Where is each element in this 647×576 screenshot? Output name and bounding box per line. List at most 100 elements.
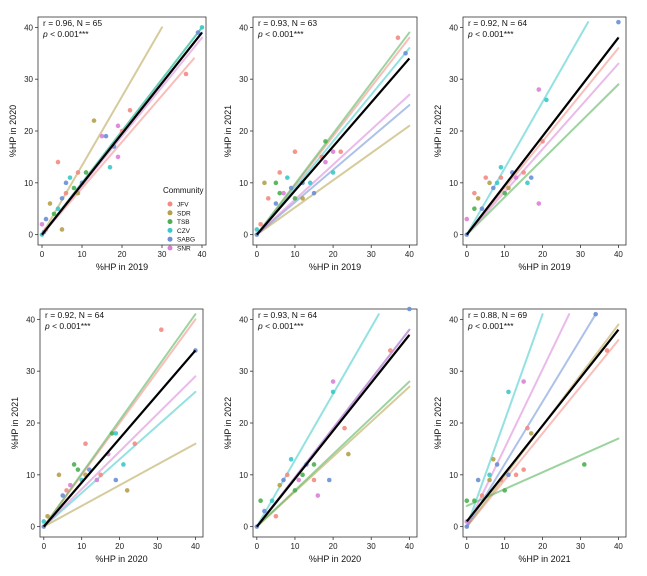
x-tick-label: 30 (576, 542, 585, 551)
fit-line-sdr (42, 442, 197, 528)
x-tick-label: 40 (198, 250, 207, 259)
y-axis-label: %HP in 2022 (433, 105, 443, 157)
data-point (502, 190, 507, 196)
x-tick-label: 0 (42, 542, 47, 551)
x-axis-label: %HP in 2019 (309, 262, 361, 272)
data-point (183, 71, 189, 77)
legend-label: TSB (177, 219, 190, 226)
data-point (487, 472, 492, 478)
data-point (285, 472, 290, 478)
y-tick-label: 10 (239, 179, 248, 188)
fit-line-tsb (42, 313, 197, 528)
y-tick-label: 20 (449, 419, 458, 428)
x-tick-label: 40 (614, 250, 623, 259)
y-tick-label: 30 (24, 75, 33, 84)
data-point (64, 488, 69, 493)
y-tick-label: 0 (454, 231, 459, 240)
x-tick-label: 40 (614, 542, 623, 551)
x-tick-label: 30 (153, 542, 162, 551)
data-point (288, 456, 294, 462)
data-point (60, 493, 66, 498)
data-point (395, 35, 401, 41)
stat-p-value: p < 0.001*** (257, 29, 304, 39)
data-point (388, 348, 393, 353)
data-point (39, 221, 45, 227)
data-point (56, 472, 62, 478)
data-point (59, 227, 65, 232)
y-tick-label: 10 (239, 471, 248, 480)
y-tick-label: 20 (24, 127, 33, 136)
x-tick-label: 10 (291, 542, 300, 551)
legend-swatch-tsb (167, 219, 173, 225)
data-point (55, 159, 61, 165)
y-tick-label: 0 (29, 231, 34, 240)
data-point (258, 498, 263, 504)
data-point (281, 190, 286, 196)
x-tick-label: 40 (191, 542, 200, 551)
y-tick-label: 30 (239, 367, 248, 376)
fit-line-jfv (41, 57, 195, 236)
data-point (403, 50, 408, 56)
panel-1: 0 10 20 30 40 0 10 20 30 40 %HP in 2019 %HP in 2020… (8, 16, 207, 272)
data-point (487, 180, 492, 186)
data-point (475, 196, 481, 201)
y-tick-label: 30 (26, 367, 35, 376)
data-point (273, 513, 279, 519)
data-point (491, 185, 496, 191)
p-text: < 0.001*** (263, 29, 305, 39)
data-point (479, 493, 485, 498)
data-point (115, 123, 121, 129)
p-symbol: p (42, 29, 48, 39)
data-point (103, 133, 109, 139)
y-tick-label: 30 (449, 367, 458, 376)
data-point (41, 519, 47, 524)
data-point (506, 185, 511, 191)
panel-2: 0 10 20 30 40 0 10 20 30 40 %HP in 2019 %HP in 2021… (223, 16, 418, 272)
stat-r-n: r = 0.92, N = 64 (468, 18, 527, 28)
data-point (487, 477, 492, 483)
data-point (616, 19, 621, 25)
y-tick-label: 10 (449, 179, 458, 188)
data-point (307, 180, 313, 186)
legend-swatch-jfv (167, 201, 173, 207)
x-axis-label: %HP in 2021 (518, 554, 570, 564)
y-tick-label: 20 (239, 419, 248, 428)
p-symbol: p (467, 29, 473, 39)
x-tick-label: 0 (255, 250, 260, 259)
y-tick-label: 0 (244, 231, 249, 240)
data-point (311, 462, 317, 467)
data-point (47, 201, 53, 206)
x-tick-label: 20 (118, 250, 127, 259)
data-point (323, 139, 328, 144)
data-point (491, 456, 496, 462)
y-tick-label: 40 (239, 315, 248, 324)
data-point (498, 175, 504, 180)
data-point (59, 196, 65, 201)
data-point (544, 97, 549, 103)
data-point (407, 306, 412, 312)
data-point (513, 472, 519, 478)
data-point (91, 118, 97, 123)
stat-r-n: r = 0.88, N = 69 (468, 310, 527, 320)
data-point (75, 467, 81, 472)
fit-line-tsb (465, 437, 620, 507)
data-point (472, 190, 477, 196)
y-tick-label: 0 (244, 523, 249, 532)
x-tick-label: 0 (465, 542, 470, 551)
x-tick-label: 0 (255, 542, 260, 551)
data-point (281, 477, 286, 483)
data-point (273, 180, 279, 186)
data-point (254, 227, 260, 232)
data-point (342, 425, 347, 431)
data-point (288, 185, 294, 191)
data-point (273, 201, 279, 206)
data-point (262, 180, 267, 186)
x-tick-label: 0 (40, 250, 45, 259)
x-axis-label: %HP in 2020 (309, 554, 361, 564)
data-point (338, 149, 344, 155)
stat-p-value: p < 0.001*** (467, 321, 514, 331)
x-tick-label: 30 (158, 250, 167, 259)
legend-label: SNR (177, 246, 191, 253)
data-point (506, 472, 511, 478)
